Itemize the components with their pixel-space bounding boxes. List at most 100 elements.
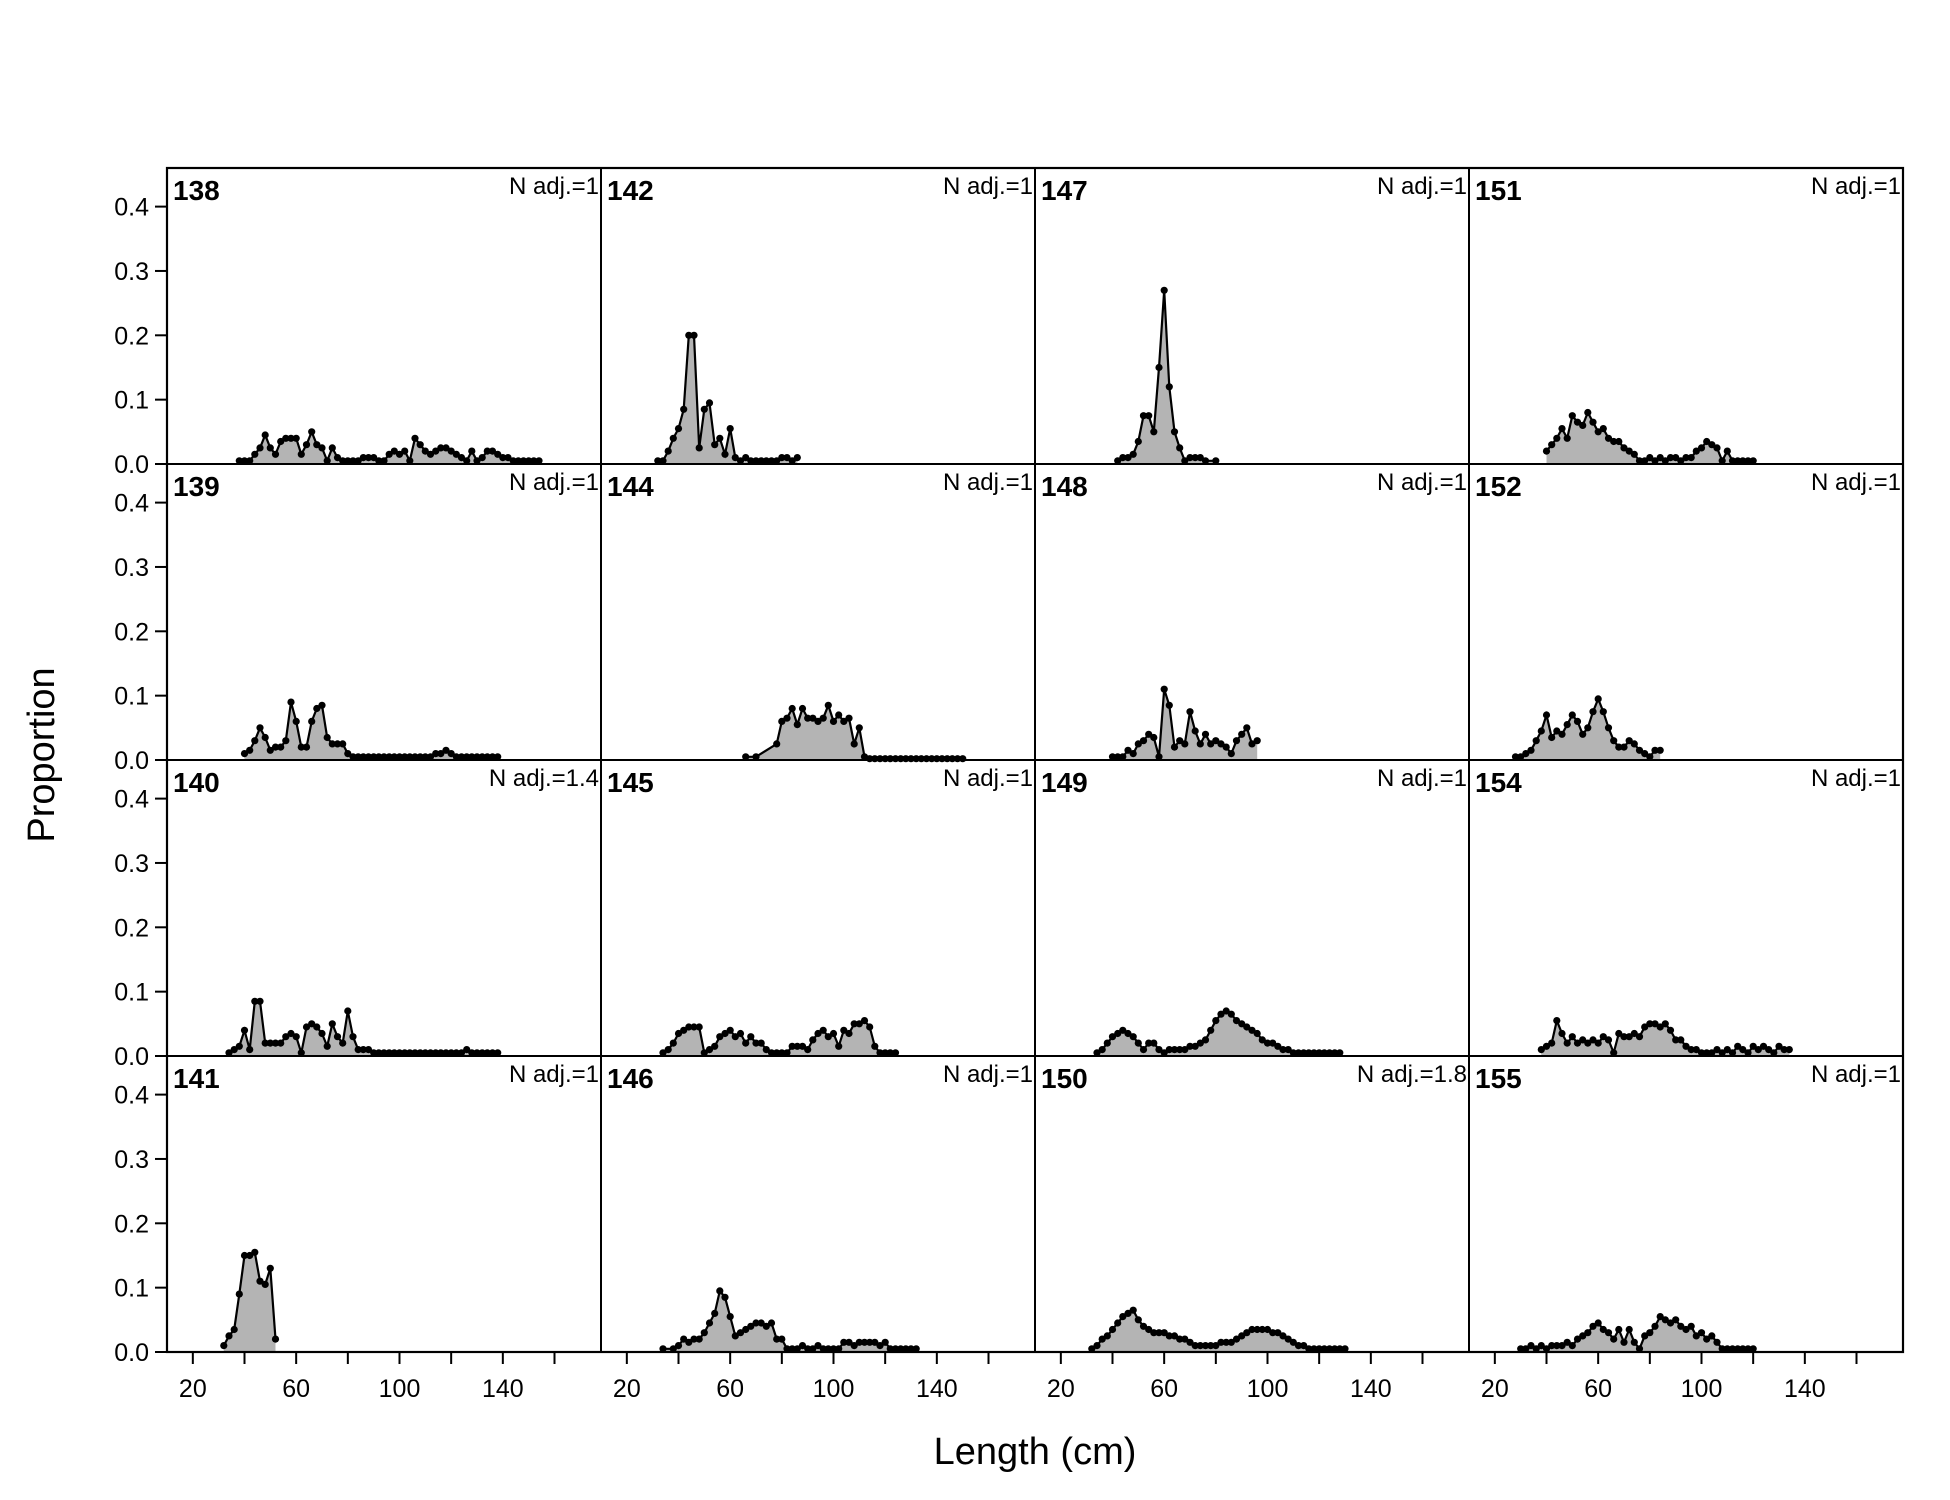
data-point: [1196, 1342, 1204, 1350]
data-point: [1320, 1049, 1328, 1057]
data-point: [1630, 1338, 1638, 1346]
data-point: [488, 447, 497, 455]
panel-148: 148 N adj.=1: [1034, 463, 1470, 761]
data-point: [318, 701, 326, 709]
data-point: [829, 717, 838, 726]
data-point: [680, 405, 688, 413]
data-point: [1274, 1329, 1282, 1337]
data-point: [1331, 1049, 1339, 1057]
data-point: [411, 753, 419, 761]
data-point: [659, 457, 667, 465]
data-point: [1692, 1046, 1700, 1054]
n-adj-label: N adj.=1: [1811, 765, 1901, 792]
y-tick-label: 0.3: [114, 850, 149, 878]
data-point: [1145, 412, 1153, 420]
data-point: [261, 1280, 269, 1288]
data-point: [1258, 1036, 1266, 1044]
data-point: [1108, 753, 1117, 761]
data-point: [1734, 1042, 1742, 1050]
data-point: [225, 1332, 233, 1340]
data-point: [669, 1039, 677, 1047]
panel-frame: [1468, 167, 1904, 465]
panel-frame: [1468, 463, 1904, 761]
data-point: [308, 717, 316, 726]
data-point: [1615, 1325, 1623, 1334]
data-point: [452, 1049, 460, 1057]
data-point: [1630, 740, 1638, 748]
data-point: [432, 1049, 440, 1057]
data-point: [1573, 717, 1582, 726]
data-point: [716, 1033, 724, 1041]
n-adj-label: N adj.=1: [509, 1061, 599, 1088]
data-point: [1687, 454, 1695, 462]
data-point: [463, 457, 471, 465]
data-point: [680, 1026, 688, 1034]
x-tick-label: 100: [1247, 1375, 1289, 1403]
data-point: [1553, 727, 1561, 735]
data-point: [1170, 1046, 1179, 1054]
panel-frame: [600, 463, 1036, 761]
data-point: [762, 457, 770, 465]
n-adj-label: N adj.=1: [943, 173, 1033, 200]
data-point: [778, 717, 786, 726]
data-point: [1160, 286, 1168, 294]
data-point: [1155, 1329, 1163, 1337]
n-adj-label: N adj.=1: [1811, 469, 1901, 496]
data-point: [855, 724, 863, 732]
data-point: [1186, 708, 1194, 716]
data-point: [277, 1039, 285, 1047]
data-point: [1780, 1046, 1788, 1054]
data-point: [1150, 1329, 1158, 1337]
data-point: [757, 1039, 765, 1047]
data-point: [1537, 1342, 1545, 1350]
data-point: [468, 753, 476, 761]
data-point: [886, 1049, 894, 1057]
data-point: [519, 457, 528, 465]
data-point: [1723, 1345, 1731, 1353]
data-point: [426, 1049, 435, 1057]
data-point: [1232, 1017, 1241, 1025]
data-point: [1661, 1316, 1669, 1324]
data-point: [1310, 1345, 1318, 1353]
data-point: [457, 1049, 466, 1057]
data-point: [375, 1049, 383, 1057]
n-adj-label: N adj.=1: [509, 469, 599, 496]
data-point: [504, 454, 512, 462]
area-fill: [1520, 1316, 1754, 1352]
data-point: [1139, 412, 1148, 420]
data-point: [1227, 750, 1235, 758]
data-point: [349, 1033, 357, 1041]
data-point: [1568, 1342, 1576, 1350]
data-point: [1191, 727, 1199, 735]
data-point: [1584, 1039, 1592, 1047]
data-point: [1687, 1322, 1695, 1330]
y-tick-label: 0.3: [114, 258, 149, 286]
data-point: [788, 704, 796, 713]
data-point: [1573, 1335, 1582, 1343]
data-point: [1563, 434, 1571, 442]
n-adj-label: N adj.=1: [943, 1061, 1033, 1088]
data-point: [390, 753, 398, 761]
data-point: [1568, 711, 1576, 719]
data-point: [1103, 1332, 1111, 1340]
data-point: [1537, 727, 1545, 735]
data-point: [845, 1029, 853, 1038]
data-point: [354, 753, 362, 761]
data-point: [1139, 1046, 1148, 1054]
data-point: [359, 753, 367, 761]
data-point: [1718, 1345, 1726, 1353]
data-point: [1646, 454, 1654, 462]
data-point: [824, 1033, 832, 1041]
data-point: [1579, 730, 1587, 738]
data-point: [416, 441, 424, 449]
panel-label: 154: [1475, 767, 1522, 798]
data-point: [282, 1033, 290, 1041]
data-point: [752, 1319, 760, 1327]
data-point: [1124, 1029, 1132, 1038]
data-point: [1666, 454, 1675, 462]
data-point: [1579, 421, 1587, 429]
data-point: [798, 704, 807, 713]
data-point: [514, 457, 522, 465]
data-point: [494, 753, 502, 761]
data-point: [246, 746, 254, 754]
